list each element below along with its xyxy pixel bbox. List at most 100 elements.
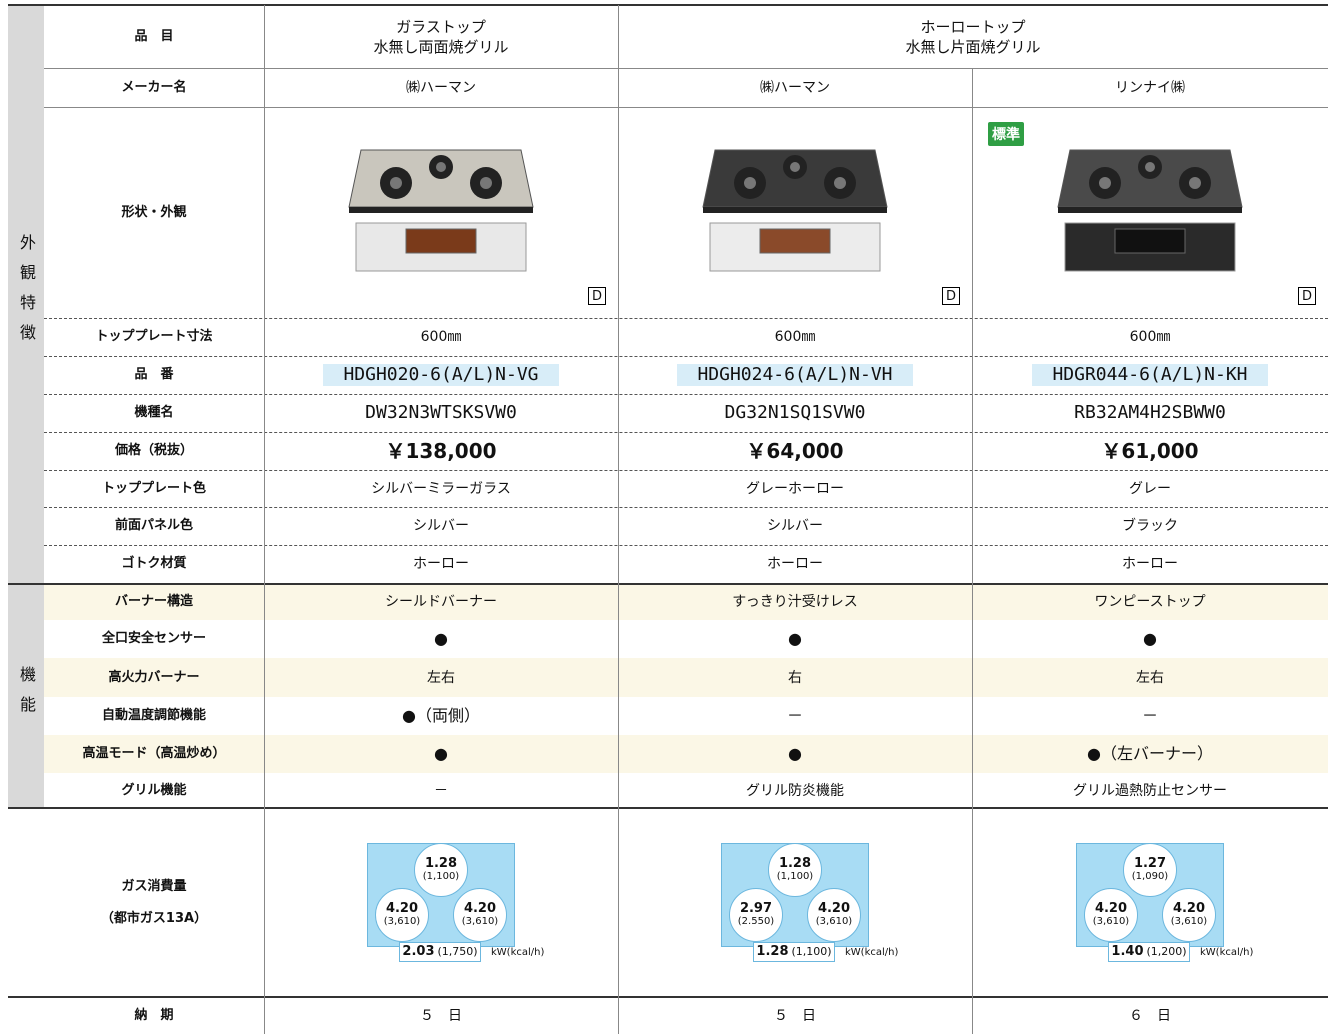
burner-kw: 4.20 xyxy=(1172,901,1206,916)
row-label: トッププレート寸法 xyxy=(95,329,213,344)
row-label: 品 目 xyxy=(134,28,174,44)
model-name: DG32N1SQ1SVW0 xyxy=(724,402,866,423)
row-cell: ●（左バーナー） xyxy=(972,735,1328,773)
burner: 4.20 (3,610) xyxy=(375,888,429,942)
cell-text: ●（両側） xyxy=(402,706,480,725)
part-number: HDGH020-6(A/L)N-VG xyxy=(323,364,559,386)
row-cell: HDGH024-6(A/L)N-VH xyxy=(618,356,972,394)
row-cell: ● xyxy=(264,735,618,773)
rule xyxy=(8,583,1328,585)
row-label: グリル機能 xyxy=(121,782,187,798)
grill: 2.03 (1,750) xyxy=(399,942,481,962)
row-label: バーナー構造 xyxy=(114,593,193,609)
row-label: 高火力バーナー xyxy=(108,669,200,685)
row-cell: － xyxy=(972,697,1328,735)
burner-kcal: (2.550) xyxy=(737,916,775,927)
row-cell: － xyxy=(618,697,972,735)
row-cell: 600㎜ xyxy=(618,318,972,356)
row-label: 前面パネル色 xyxy=(114,518,193,533)
cell-text: ● xyxy=(788,744,802,763)
label-line: ガス消費量 xyxy=(121,878,187,894)
row-cell: 左右 xyxy=(264,658,618,697)
row-cell: DG32N1SQ1SVW0 xyxy=(618,394,972,432)
maker-cell: ㈱ハーマン xyxy=(406,79,476,96)
burner-kcal: (3,610) xyxy=(1170,916,1208,927)
row-label: 機種名 xyxy=(134,405,174,420)
row-cell: ホーロー xyxy=(264,545,618,583)
cell-text: 左右 xyxy=(427,669,455,686)
rule xyxy=(264,5,265,1034)
cell-text: グレーホーロー xyxy=(746,480,844,497)
cell-text: ● xyxy=(434,744,448,763)
label-line: （都市ガス13A） xyxy=(100,910,208,926)
rule xyxy=(44,470,1328,471)
rule xyxy=(44,68,1328,69)
burner-kcal: (3,610) xyxy=(461,916,499,927)
cell-text: シルバー xyxy=(413,518,469,534)
rule xyxy=(44,394,1328,395)
burner: 4.20 (3,610) xyxy=(807,888,861,942)
unit: kW(kcal/h) xyxy=(1200,947,1254,958)
header-line: 水無し両面焼グリル xyxy=(373,37,509,56)
row-label: ガス消費量 （都市ガス13A） xyxy=(44,808,264,997)
burner: 4.20 (3,610) xyxy=(453,888,507,942)
cell-text: ホーロー xyxy=(1122,556,1178,572)
rule xyxy=(44,318,1328,319)
delivery-cell: ６ 日 xyxy=(1129,1007,1171,1024)
maker-cell: リンナイ㈱ xyxy=(1115,79,1185,96)
burner-kcal: (1,100) xyxy=(776,871,814,882)
cell-text: 600㎜ xyxy=(420,329,462,345)
burner-kw: 1.27 xyxy=(1133,856,1167,871)
row-cell: 左右 xyxy=(972,658,1328,697)
row-cell: 600㎜ xyxy=(264,318,618,356)
part-number: HDGR044-6(A/L)N-KH xyxy=(1032,364,1268,386)
price: ￥138,000 xyxy=(385,439,497,463)
grill: 1.40 (1,200) xyxy=(1108,942,1190,962)
maker-cell: ㈱ハーマン xyxy=(760,79,830,96)
cell-text: － xyxy=(1141,706,1158,725)
price: ￥64,000 xyxy=(746,439,844,463)
cell-text: ホーロー xyxy=(767,556,823,572)
row-cell: グレー xyxy=(972,470,1328,507)
burner: 4.20 (3,610) xyxy=(1084,888,1138,942)
burner-kcal: (3,610) xyxy=(815,916,853,927)
burner-kw: 2.97 xyxy=(739,901,773,916)
row-label: メーカー名 xyxy=(121,79,187,95)
grill-kw: 1.28 xyxy=(756,944,789,959)
row-label: 品 番 xyxy=(134,367,174,382)
price: ￥61,000 xyxy=(1101,439,1199,463)
mark-d: D xyxy=(942,287,960,305)
delivery-cell: ５ 日 xyxy=(774,1007,816,1024)
burner: 4.20 (3,610) xyxy=(1162,888,1216,942)
row-cell: 600㎜ xyxy=(972,318,1328,356)
burner: 1.28 (1,100) xyxy=(414,843,468,897)
row-label: 自動温度調節機能 xyxy=(101,708,206,723)
row-band xyxy=(44,583,1328,620)
grill-kw: 2.03 xyxy=(402,944,435,959)
row-band xyxy=(44,735,1328,773)
row-label: 形状・外観 xyxy=(121,204,187,220)
row-cell: すっきり汁受けレス xyxy=(618,583,972,620)
header-line: ホーロートップ xyxy=(920,17,1026,36)
burner-kw: 4.20 xyxy=(1094,901,1128,916)
row-cell: シルバー xyxy=(618,507,972,545)
row-cell: ●（両側） xyxy=(264,697,618,735)
header-line: 水無し片面焼グリル xyxy=(905,37,1041,56)
cell-text: グリル過熱防止センサー xyxy=(1073,782,1227,799)
burner-kw: 4.20 xyxy=(385,901,419,916)
stove-image xyxy=(702,149,888,272)
row-cell: ● xyxy=(264,620,618,658)
rule xyxy=(8,807,1328,809)
cell-text: ● xyxy=(1143,629,1157,648)
cell-text: シルバー xyxy=(767,518,823,534)
grill-kcal: (1,750) xyxy=(437,945,478,958)
row-cell: ホーロー xyxy=(618,545,972,583)
header-cell: ホーロートップ 水無し片面焼グリル xyxy=(618,5,1328,68)
row-cell: シルバーミラーガラス xyxy=(264,470,618,507)
rule xyxy=(44,107,1328,108)
cell-text: 600㎜ xyxy=(774,329,816,345)
row-label: トッププレート色 xyxy=(101,480,206,496)
mark-d: D xyxy=(1298,287,1316,305)
row-cell: ● xyxy=(972,620,1328,658)
